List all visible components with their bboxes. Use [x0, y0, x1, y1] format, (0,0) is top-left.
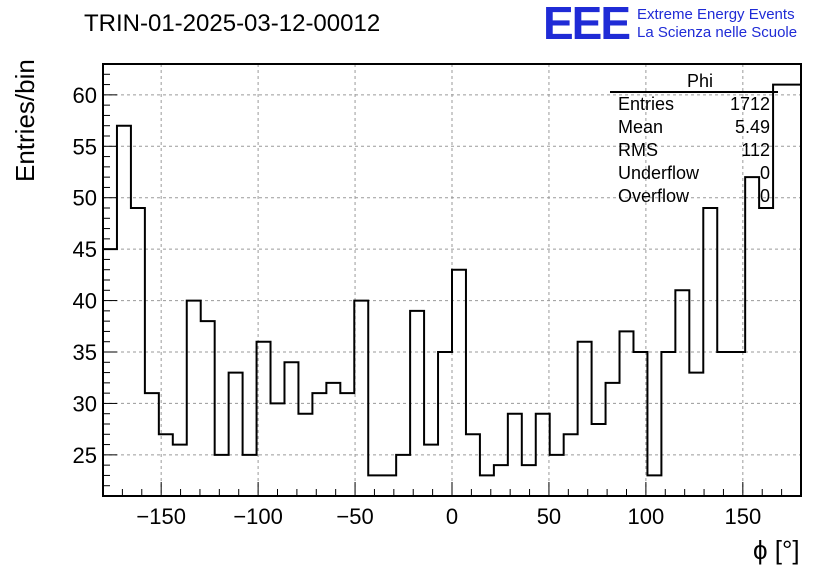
x-tick-label: 0	[446, 504, 458, 529]
x-tick-label: 50	[537, 504, 561, 529]
x-tick-label: −100	[233, 504, 283, 529]
stats-label: Mean	[618, 117, 664, 137]
y-tick-label: 60	[73, 83, 97, 108]
y-tick-label: 25	[73, 443, 97, 468]
y-tick-label: 55	[73, 134, 97, 159]
stats-value: 112	[741, 140, 770, 160]
stats-label: RMS	[618, 140, 658, 160]
x-tick-label: −50	[336, 504, 373, 529]
y-tick-label: 35	[73, 340, 97, 365]
y-axis-label: Entries/bin	[10, 59, 40, 182]
stats-row-underflow: Underflow 0	[610, 162, 778, 185]
stats-row-rms: RMS 112	[610, 139, 778, 162]
stats-label: Entries	[618, 94, 675, 114]
x-tick-label: 100	[628, 504, 665, 529]
logo-line-2: La Scienza nelle Scuole	[637, 24, 798, 41]
stats-value: 5.49	[734, 117, 770, 137]
y-tick-label: 30	[73, 391, 97, 416]
stats-row-mean: Mean 5.49	[610, 116, 778, 139]
stats-label: Overflow	[618, 186, 690, 206]
stats-label: Underflow	[618, 163, 700, 183]
x-tick-label: 150	[724, 504, 761, 529]
x-tick-label: −150	[136, 504, 186, 529]
y-tick-label: 45	[73, 237, 97, 262]
logo-line-1: Extreme Energy Events	[637, 6, 795, 23]
stats-value: 1712	[729, 94, 770, 114]
stats-box: Phi Entries 1712 Mean 5.49 RMS 112 Under…	[610, 71, 778, 208]
stats-value: 0	[759, 186, 770, 206]
eee-logo: EEE	[543, 0, 631, 49]
stats-value: 0	[759, 163, 770, 183]
x-axis-label: ϕ [°]	[753, 535, 800, 565]
stats-row-entries: Entries 1712	[610, 93, 778, 116]
chart-title: TRIN-01-2025-03-12-00012	[84, 10, 381, 37]
histogram-line	[103, 83, 801, 477]
y-tick-label: 40	[73, 289, 97, 314]
stats-title: Phi	[610, 71, 778, 93]
stats-row-overflow: Overflow 0	[610, 185, 778, 208]
axis-ticks: −150 −100 −50 0 50 100 150 25 30 35 40 45 50 55 60	[73, 63, 783, 529]
y-tick-label: 50	[73, 186, 97, 211]
